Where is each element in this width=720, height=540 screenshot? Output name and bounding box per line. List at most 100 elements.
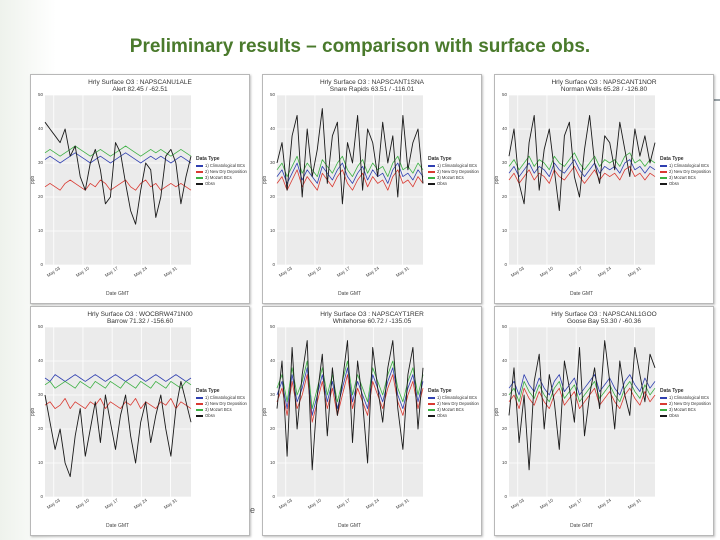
y-tick-label: 10 [269, 228, 275, 233]
chart-title: Hrly Surface O3 : WOCBRW471N00 [87, 311, 193, 318]
y-axis-label: ppb [262, 175, 269, 185]
chart-legend: Data Type 1) Climatological BCs 2) New Dry… [196, 156, 247, 187]
chart-legend: Data Type 1) Climatological BCs 2) New Dry… [428, 388, 479, 419]
y-tick-label: 40 [269, 126, 275, 131]
legend-item: Obsn [428, 413, 479, 419]
chart-plot [276, 326, 424, 498]
legend-swatch [428, 165, 435, 167]
legend-item: 3) Mozart BCs [428, 175, 479, 181]
y-tick-label: 40 [37, 126, 43, 131]
legend-label: 2) New Dry Deposition [205, 169, 247, 175]
legend-swatch [428, 409, 435, 411]
y-axis-label: ppb [494, 407, 501, 417]
chart-subtitle: Alert 82.45 / -62.51 [112, 86, 168, 93]
legend-swatch [428, 171, 435, 173]
legend-item: 2) New Dry Deposition [196, 169, 247, 175]
chart-subtitle: Norman Wells 65.28 / -126.80 [560, 86, 648, 93]
legend-label: 3) Mozart BCs [205, 175, 232, 181]
legend-swatch [196, 409, 203, 411]
y-tick-label: 40 [269, 358, 275, 363]
y-tick-label: 20 [269, 194, 275, 199]
legend-title: Data Type [428, 388, 452, 395]
slide-title: Preliminary results – comparison with su… [129, 36, 591, 57]
legend-item: Obsn [660, 413, 711, 419]
legend-item: Obsn [196, 181, 247, 187]
y-tick-label: 0 [504, 262, 507, 267]
legend-item: 3) Mozart BCs [196, 407, 247, 413]
legend-swatch [660, 403, 667, 405]
y-tick-label: 10 [501, 460, 507, 465]
chart-plot [508, 94, 656, 266]
legend-label: 3) Mozart BCs [669, 407, 696, 413]
chart-legend: Data Type 1) Climatological BCs 2) New Dry… [428, 156, 479, 187]
legend-item: Obsn [428, 181, 479, 187]
y-tick-label: 0 [504, 494, 507, 499]
y-tick-label: 30 [37, 160, 43, 165]
y-axis-label: ppb [494, 175, 501, 185]
series-line [44, 121, 192, 225]
legend-label: 2) New Dry Deposition [205, 401, 247, 407]
series-line [508, 114, 656, 212]
legend-item: 1) Climatological BCs [428, 163, 479, 169]
chart-legend: Data Type 1) Climatological BCs 2) New Dry… [196, 388, 247, 419]
y-axis-label: ppb [30, 407, 37, 417]
x-axis-label: Date GMT [338, 291, 362, 297]
legend-label: Obsn [205, 181, 216, 187]
y-tick-label: 10 [269, 460, 275, 465]
series-line [508, 387, 656, 409]
legend-item: Obsn [196, 413, 247, 419]
y-tick-label: 20 [37, 194, 43, 199]
chart-panel: Hrly Surface O3 : NAPSCANL1GOO Goose Bay … [494, 306, 714, 536]
legend-item: 1) Climatological BCs [660, 395, 711, 401]
y-axis-label: ppb [262, 407, 269, 417]
x-axis-label: Date GMT [106, 291, 130, 297]
legend-label: 3) Mozart BCs [437, 407, 464, 413]
legend-label: 3) Mozart BCs [205, 407, 232, 413]
series-line [44, 381, 192, 389]
chart-subtitle: Whitehorse 60.72 / -135.05 [332, 318, 412, 325]
y-tick-label: 20 [501, 426, 507, 431]
y-tick-label: 40 [501, 358, 507, 363]
legend-swatch [428, 183, 435, 185]
legend-label: 3) Mozart BCs [437, 175, 464, 181]
legend-title: Data Type [660, 156, 684, 163]
y-tick-label: 30 [269, 392, 275, 397]
chart-subtitle: Snare Rapids 63.51 / -116.01 [329, 86, 415, 93]
y-tick-label: 50 [37, 324, 43, 329]
chart-panel: Hrly Surface O3 : NAPSCAYT1RER Whitehorse… [262, 306, 482, 536]
legend-swatch [660, 177, 667, 179]
series-line [44, 398, 192, 409]
y-tick-label: 0 [40, 494, 43, 499]
legend-swatch [660, 183, 667, 185]
legend-label: 2) New Dry Deposition [669, 169, 711, 175]
x-axis-label: Date GMT [106, 523, 130, 529]
legend-swatch [428, 397, 435, 399]
legend-swatch [428, 177, 435, 179]
legend-label: Obsn [669, 413, 680, 419]
legend-label: 1) Climatological BCs [205, 395, 246, 401]
plot-background [45, 95, 191, 265]
legend-swatch [196, 183, 203, 185]
x-axis-label: Date GMT [338, 523, 362, 529]
legend-swatch [428, 415, 435, 417]
series-line [276, 340, 424, 471]
legend-label: 1) Climatological BCs [669, 163, 710, 169]
chart-panel: Hrly Surface O3 : WOCBRW471N00 Barrow 71.… [30, 306, 250, 536]
legend-item: 1) Climatological BCs [428, 395, 479, 401]
legend-item: 2) New Dry Deposition [196, 401, 247, 407]
chart-plot [276, 94, 424, 266]
legend-label: 2) New Dry Deposition [669, 401, 711, 407]
y-tick-label: 40 [501, 126, 507, 131]
series-line [44, 374, 192, 382]
legend-label: Obsn [205, 413, 216, 419]
legend-swatch [660, 409, 667, 411]
chart-panel: Hrly Surface O3 : NAPSCANT1SNA Snare Rapi… [262, 74, 482, 304]
legend-label: 1) Climatological BCs [437, 163, 478, 169]
chart-legend: Data Type 1) Climatological BCs 2) New Dry… [660, 156, 711, 187]
y-tick-label: 50 [269, 324, 275, 329]
legend-title: Data Type [660, 388, 684, 395]
legend-item: 2) New Dry Deposition [428, 401, 479, 407]
y-tick-label: 50 [269, 92, 275, 97]
plot-background [45, 327, 191, 497]
legend-label: Obsn [437, 181, 448, 187]
